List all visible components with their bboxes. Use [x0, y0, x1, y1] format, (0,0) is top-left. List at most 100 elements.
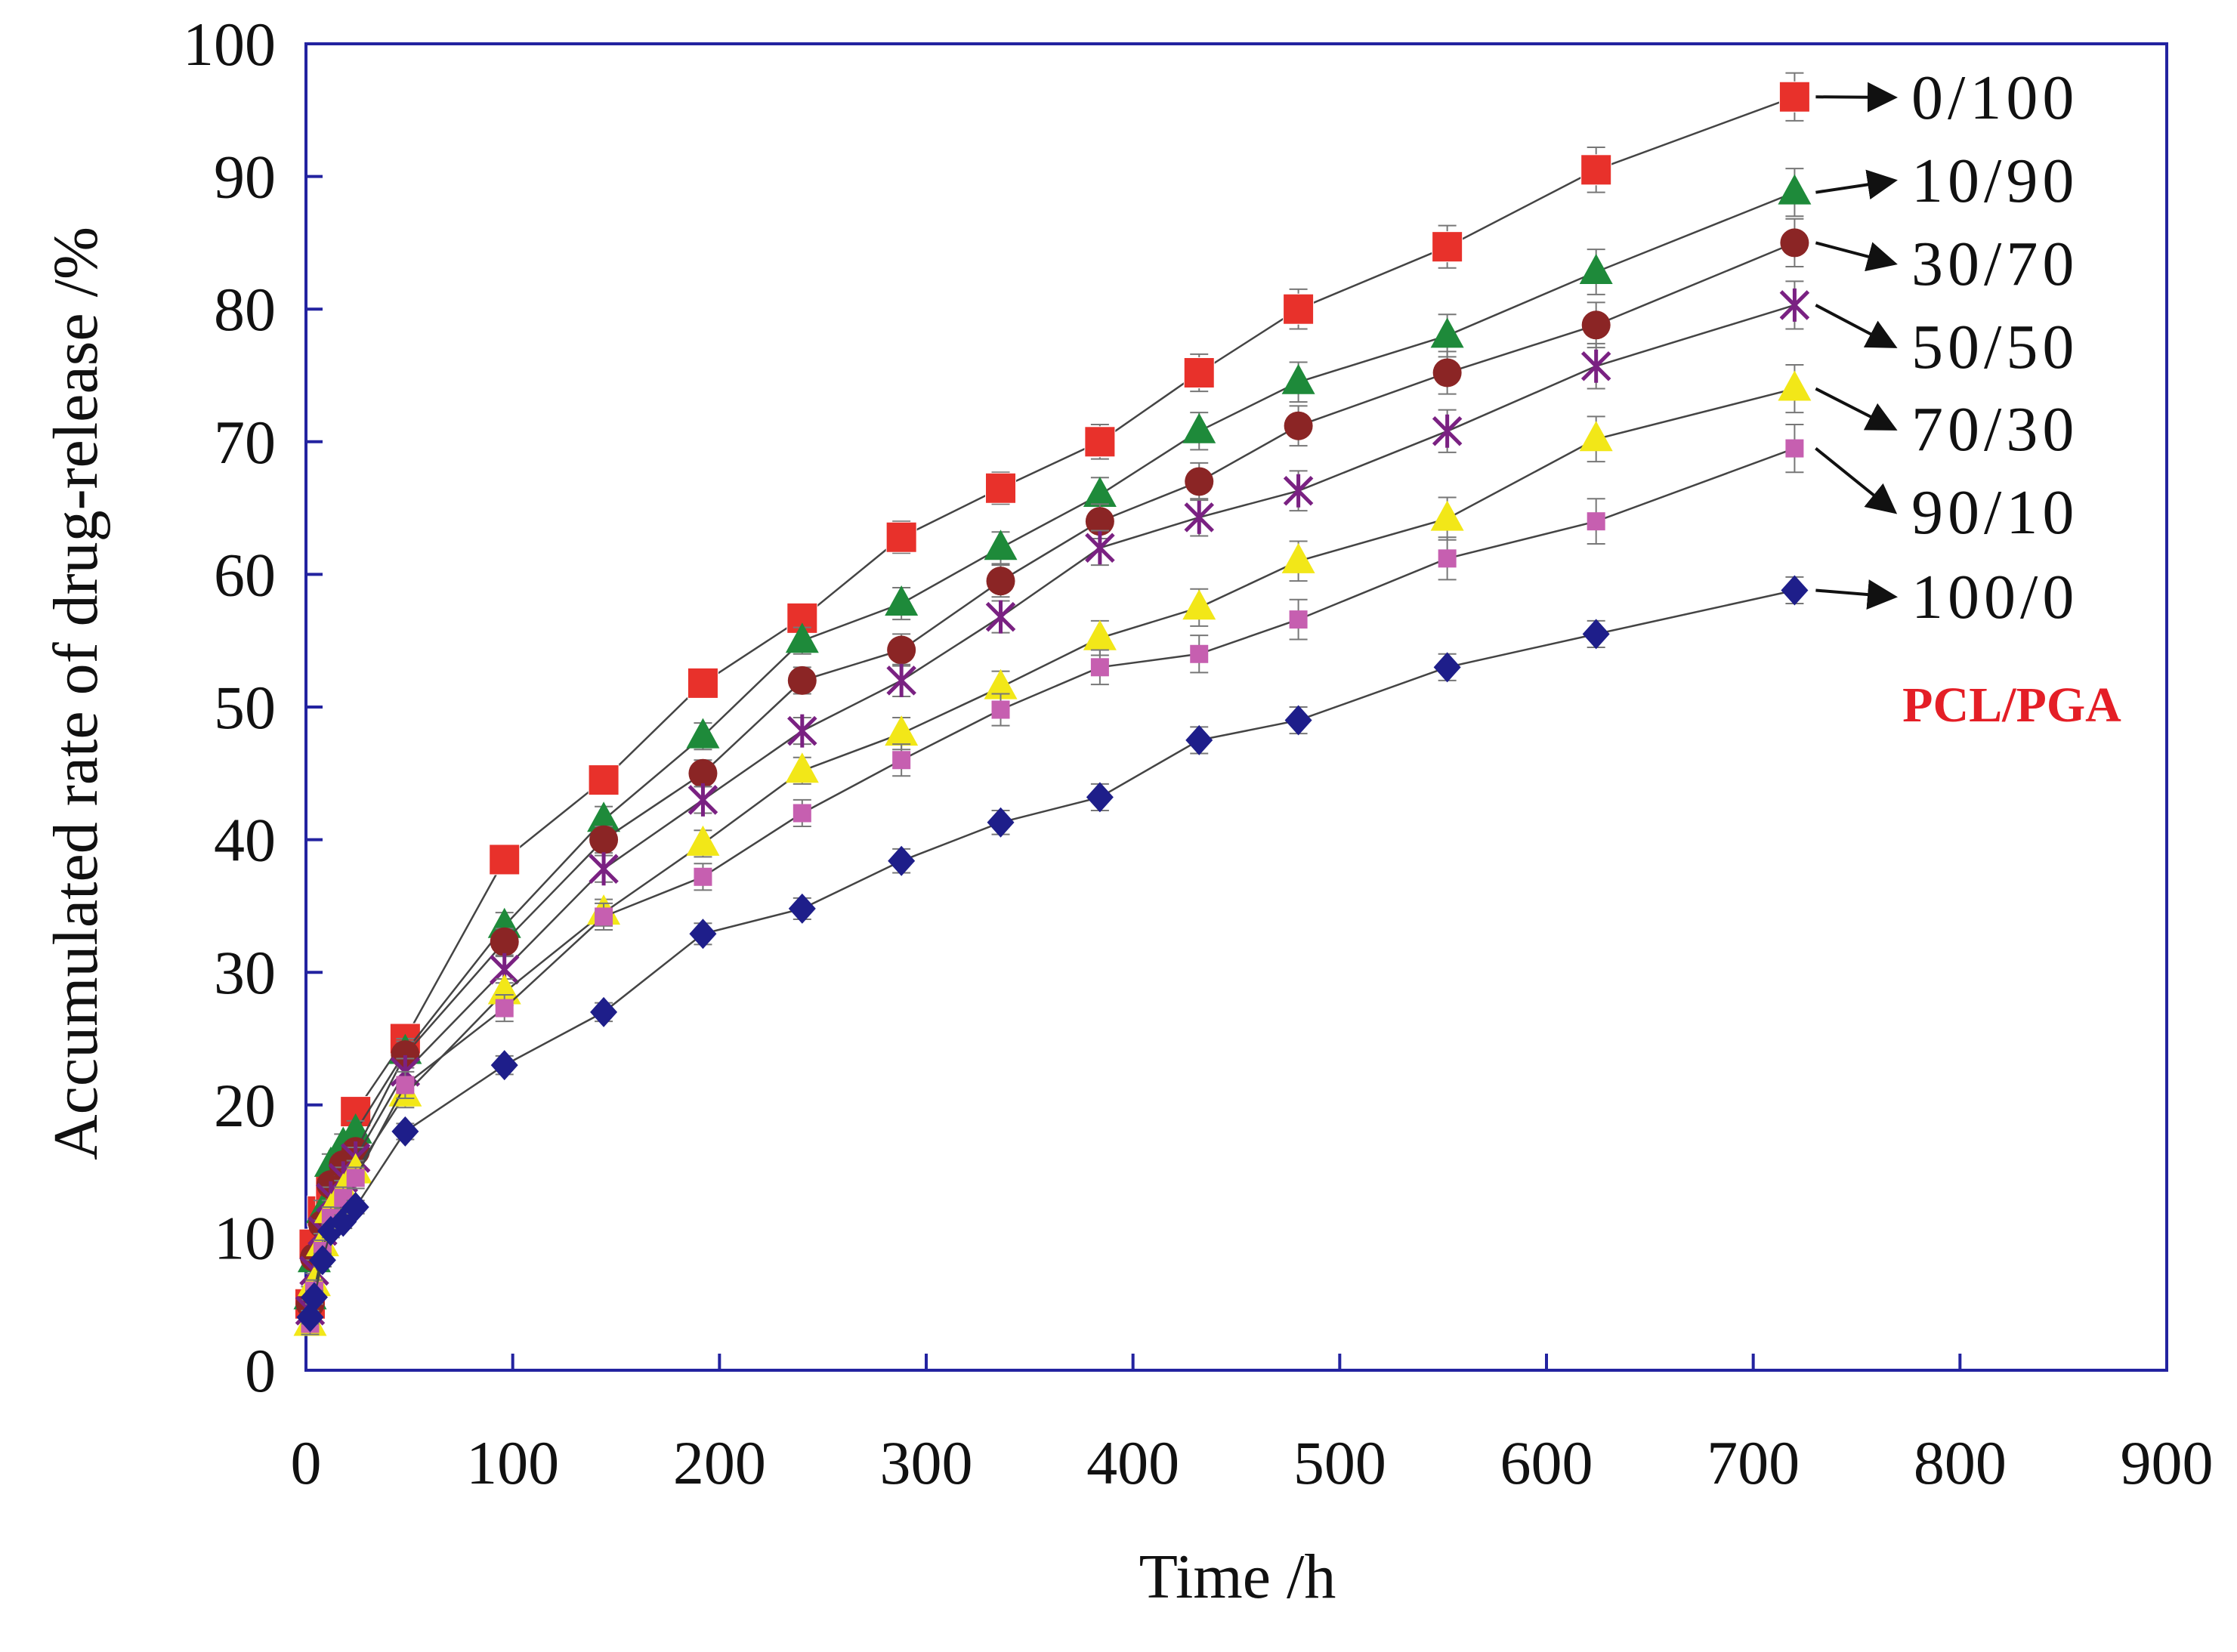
data-point: [1085, 507, 1114, 536]
y-tick-label: 100: [183, 10, 276, 79]
legend-label: 30/70: [1911, 229, 2078, 299]
data-point: [1086, 782, 1114, 813]
x-tick-label: 600: [1500, 1428, 1593, 1497]
data-point: [1579, 254, 1613, 285]
data-point: [1780, 228, 1809, 258]
data-point: [687, 783, 718, 817]
data-point: [1182, 412, 1216, 443]
data-point: [1785, 439, 1804, 458]
x-tick-label: 500: [1293, 1428, 1386, 1497]
data-point: [346, 1169, 365, 1187]
data-point: [887, 635, 916, 665]
data-point: [984, 669, 1018, 699]
data-point: [1281, 542, 1315, 573]
data-point: [1779, 288, 1810, 322]
data-point: [1432, 414, 1463, 448]
data-point: [1580, 349, 1611, 383]
data-point: [1185, 724, 1213, 755]
y-tick-label: 80: [214, 275, 276, 344]
data-point: [1433, 652, 1461, 683]
data-point: [1430, 500, 1464, 531]
data-point: [391, 1040, 420, 1070]
data-point: [886, 663, 916, 697]
data-point: [1281, 363, 1315, 394]
series-line: [309, 388, 1795, 1324]
data-point: [1283, 293, 1315, 325]
data-point: [688, 758, 718, 788]
data-point: [396, 1076, 415, 1095]
series-line: [309, 304, 1795, 1311]
series-70/30: [293, 363, 1812, 1336]
legend-label: 100/0: [1911, 562, 2078, 632]
x-tick-label: 800: [1914, 1428, 2007, 1497]
y-tick-label: 90: [214, 143, 276, 212]
data-point: [1090, 658, 1109, 677]
x-tick-label: 300: [880, 1428, 973, 1497]
legend-title: PCL/PGA: [1902, 678, 2121, 733]
data-point: [341, 1192, 369, 1223]
plot-area-frame: [304, 42, 2168, 1372]
data-point: [1430, 317, 1464, 348]
data-point: [1084, 426, 1116, 458]
data-point: [885, 585, 919, 616]
x-tick-label: 900: [2121, 1428, 2214, 1497]
series-30/70: [295, 218, 1809, 1319]
data-point: [589, 852, 619, 886]
data-point: [785, 622, 819, 653]
data-point: [1581, 310, 1611, 340]
series-0/100: [294, 72, 1810, 1320]
data-point: [694, 867, 712, 886]
x-tick-label: 400: [1086, 1428, 1179, 1497]
data-point: [1432, 358, 1462, 388]
x-tick-label: 700: [1707, 1428, 1800, 1497]
data-point: [986, 567, 1015, 596]
data-point: [888, 845, 916, 876]
data-point: [1190, 644, 1209, 663]
data-point: [495, 999, 514, 1017]
y-tick-label: 70: [214, 408, 276, 477]
data-point: [1289, 610, 1308, 629]
data-point: [687, 667, 718, 699]
data-point: [1587, 512, 1605, 531]
y-tick-label: 10: [214, 1203, 276, 1272]
data-point: [1781, 575, 1809, 606]
series-line: [309, 242, 1795, 1305]
data-point: [489, 844, 521, 875]
y-axis-title: Accumulated rate of drug-release /%: [41, 227, 111, 1160]
data-point: [985, 472, 1017, 504]
data-point: [985, 600, 1016, 634]
legend-arrow: [1815, 241, 1898, 272]
data-point: [984, 530, 1018, 560]
data-point: [987, 807, 1015, 838]
data-point: [686, 718, 720, 749]
data-point: [689, 919, 717, 950]
data-point: [788, 893, 816, 924]
legend-label: 70/30: [1911, 394, 2078, 465]
legend-arrow: [1815, 447, 1898, 514]
data-point: [785, 752, 819, 783]
data-point: [1182, 589, 1216, 620]
data-point: [1582, 619, 1610, 650]
data-point: [1580, 154, 1612, 186]
x-axis-title: Time /h: [1139, 1542, 1336, 1612]
series-line: [309, 589, 1795, 1318]
y-tick-label: 60: [214, 540, 276, 609]
data-point: [1778, 81, 1810, 113]
data-point: [487, 974, 521, 1005]
y-tick-label: 20: [214, 1071, 276, 1140]
y-tick-label: 40: [214, 806, 276, 875]
data-point: [787, 714, 817, 748]
data-point: [391, 1116, 419, 1147]
legend-arrow: [1815, 387, 1898, 431]
data-point: [892, 751, 911, 770]
data-point: [686, 825, 720, 856]
y-tick-label: 0: [245, 1336, 276, 1405]
data-point: [1085, 531, 1115, 565]
data-point: [1283, 474, 1314, 508]
data-point: [589, 825, 619, 854]
legend-label: 50/50: [1911, 312, 2078, 382]
data-point: [1284, 705, 1312, 736]
data-point: [787, 665, 817, 695]
